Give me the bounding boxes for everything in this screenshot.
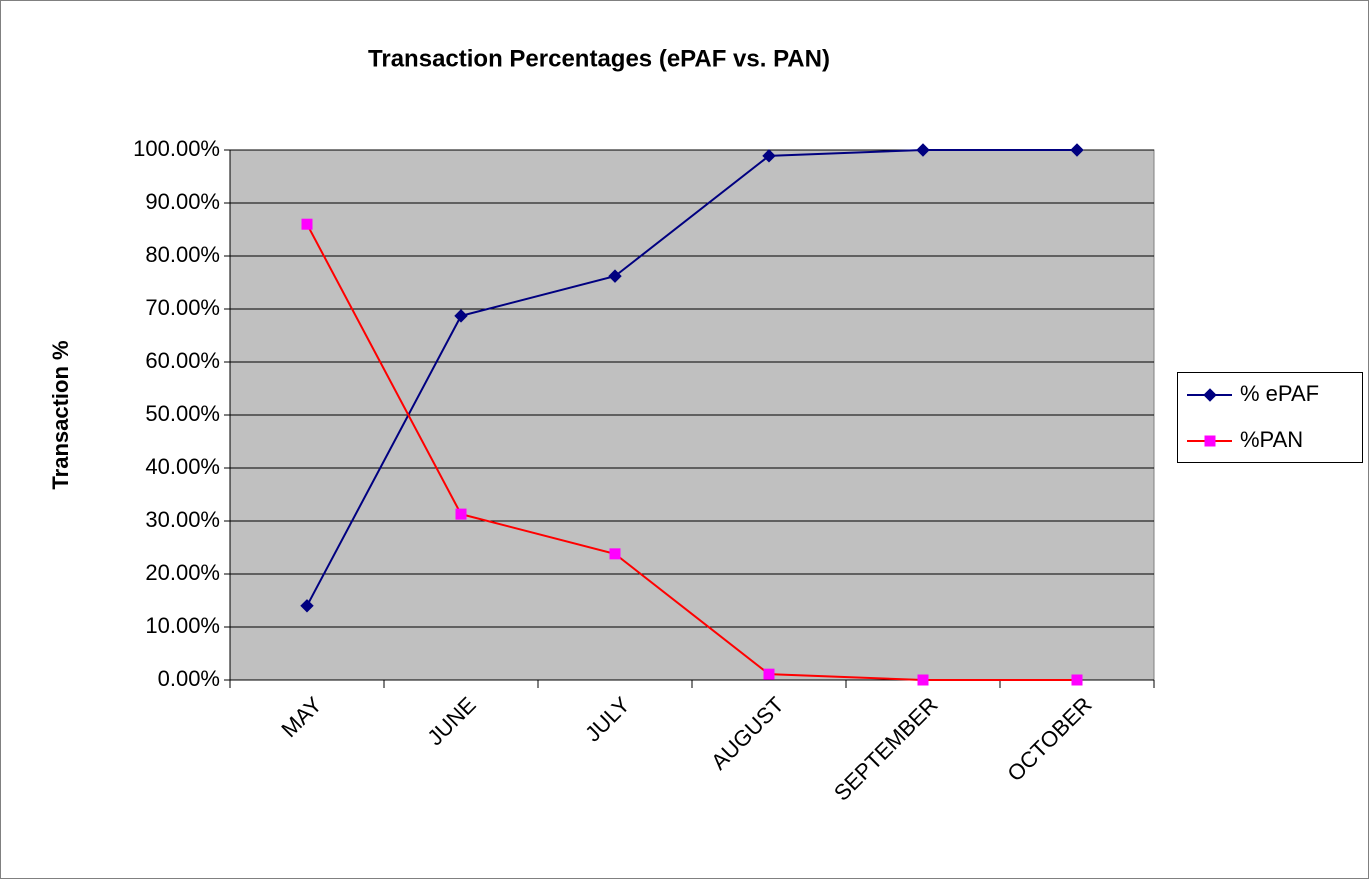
y-tick-label: 70.00% [145, 295, 220, 320]
y-tick-label: 60.00% [145, 348, 220, 373]
marker [763, 668, 775, 680]
marker [301, 218, 313, 230]
y-tick-label: 30.00% [145, 507, 220, 532]
chart-title: Transaction Percentages (ePAF vs. PAN) [368, 45, 830, 72]
marker [917, 674, 929, 686]
y-tick-label: 80.00% [145, 242, 220, 267]
y-axis-label: Transaction % [48, 340, 73, 489]
marker [762, 149, 776, 163]
marker [300, 599, 314, 613]
y-tick-label: 100.00% [133, 136, 220, 161]
series-line [306, 149, 1077, 607]
y-tick-label: 90.00% [145, 189, 220, 214]
legend-marker [1203, 388, 1217, 402]
marker [454, 309, 468, 323]
marker [1070, 143, 1084, 157]
legend-box [1177, 372, 1363, 463]
marker [1071, 674, 1083, 686]
marker [455, 508, 467, 520]
marker [916, 143, 930, 157]
y-tick-label: 40.00% [145, 454, 220, 479]
y-tick-label: 10.00% [145, 613, 220, 638]
y-tick-label: 0.00% [158, 666, 220, 691]
marker [609, 548, 621, 560]
legend-label: % ePAF [1240, 381, 1319, 406]
y-tick-label: 50.00% [145, 401, 220, 426]
marker [608, 269, 622, 283]
legend-marker [1204, 435, 1216, 447]
y-tick-label: 20.00% [145, 560, 220, 585]
series-line [306, 223, 1077, 681]
legend-label: %PAN [1240, 427, 1303, 452]
